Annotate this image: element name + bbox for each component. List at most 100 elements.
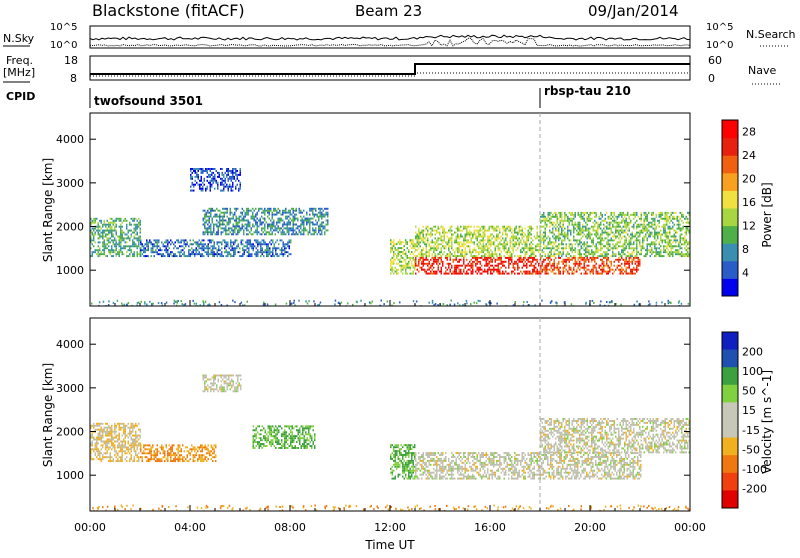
power-cell: [534, 271, 536, 273]
power-cell: [627, 261, 629, 263]
power-cell: [190, 176, 192, 178]
power-cell: [466, 273, 468, 275]
power-cell: [297, 227, 299, 229]
power-cell: [324, 231, 326, 233]
power-cell: [158, 249, 160, 251]
power-cell: [167, 239, 169, 241]
power-cell: [570, 243, 572, 245]
power-cell: [546, 269, 548, 271]
power-cell: [487, 251, 489, 253]
power-cell: [450, 239, 452, 241]
power-cell: [445, 257, 447, 259]
power-cell: [484, 228, 486, 230]
power-cell: [236, 216, 238, 218]
power-cell: [102, 241, 104, 243]
power-cell: [460, 251, 462, 253]
power-cell: [546, 273, 548, 275]
power-cell: [117, 236, 119, 238]
power-cell: [410, 267, 412, 269]
power-cell: [248, 253, 250, 255]
power-cell: [134, 243, 136, 245]
power-cell: [220, 190, 222, 192]
power-cell: [451, 267, 453, 269]
power-cell: [451, 253, 453, 255]
power-cell: [430, 241, 432, 243]
power-cell: [230, 222, 232, 224]
power-cell: [463, 243, 465, 245]
power-cell: [478, 261, 480, 263]
power-cell: [572, 273, 574, 275]
power-cell: [207, 220, 209, 222]
power-cell: [260, 233, 262, 235]
power-cell: [211, 241, 213, 243]
power-cell: [510, 263, 512, 265]
power-cell: [680, 212, 682, 214]
power-cell: [600, 265, 602, 267]
power-cell: [221, 251, 223, 253]
power-cell: [213, 180, 215, 182]
power-cell: [210, 190, 212, 192]
power-cell: [594, 245, 596, 247]
power-cell: [477, 243, 479, 245]
power-cell: [499, 253, 501, 255]
power-cell: [585, 212, 587, 214]
power-cell: [213, 225, 215, 227]
power-cell: [208, 247, 210, 249]
power-cell: [160, 253, 162, 255]
power-cell: [648, 226, 650, 228]
power-cell: [666, 216, 668, 218]
power-cell: [217, 249, 219, 251]
power-cell: [312, 222, 314, 224]
power-cell: [210, 170, 212, 172]
power-cell: [324, 227, 326, 229]
power-cell: [492, 234, 494, 236]
power-cell: [608, 267, 610, 269]
power-cell: [641, 230, 643, 232]
power-cell: [251, 247, 253, 249]
power-cell: [192, 172, 194, 174]
power-cell: [122, 232, 124, 234]
power-cell: [372, 301, 374, 303]
power-cell: [514, 267, 516, 269]
power-cell: [281, 249, 283, 251]
power-cell: [445, 271, 447, 273]
power-cell: [114, 243, 116, 245]
power-cell: [240, 174, 242, 176]
power-cell: [306, 224, 308, 226]
power-cell: [240, 168, 242, 170]
power-cell: [111, 247, 113, 249]
power-cell: [120, 234, 122, 236]
power-cell: [499, 257, 501, 259]
power-cell: [415, 261, 417, 263]
power-cell: [438, 259, 440, 261]
power-cell: [612, 239, 614, 241]
power-cell: [214, 253, 216, 255]
power-cell: [495, 261, 497, 263]
power-cell: [558, 234, 560, 236]
power-cell: [288, 233, 290, 235]
power-cell: [572, 220, 574, 222]
power-cell: [557, 236, 559, 238]
power-cell: [563, 261, 565, 263]
power-cell: [192, 184, 194, 186]
power-cell: [233, 231, 235, 233]
power-cell: [121, 303, 123, 305]
power-cell: [203, 247, 205, 249]
power-cell: [459, 243, 461, 245]
power-cell: [567, 232, 569, 234]
power-cell: [270, 225, 272, 227]
power-cell: [279, 229, 281, 231]
power-cell: [516, 237, 518, 239]
power-cell: [219, 218, 221, 220]
power-cell: [104, 247, 106, 249]
power-cell: [209, 222, 211, 224]
power-cell: [245, 245, 247, 247]
power-cell: [532, 243, 534, 245]
power-cell: [215, 216, 217, 218]
power-cell: [450, 251, 452, 253]
power-cell: [218, 253, 220, 255]
power-cell: [591, 257, 593, 259]
power-cell: [626, 247, 628, 249]
power-cell: [579, 241, 581, 243]
